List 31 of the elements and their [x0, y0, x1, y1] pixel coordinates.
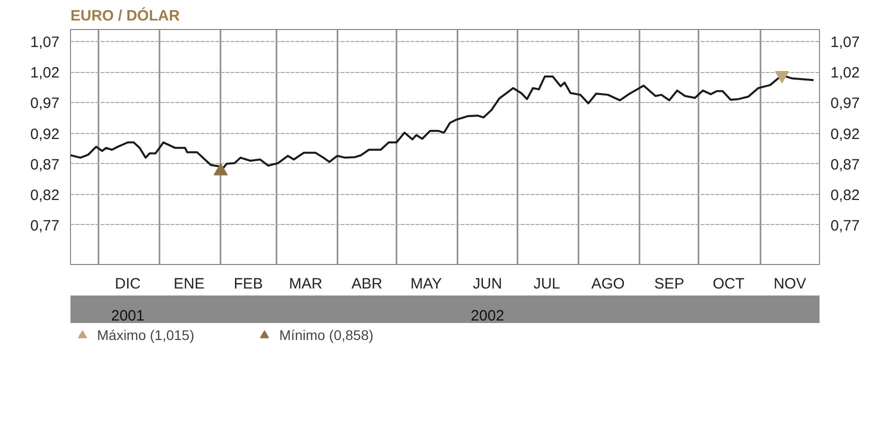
x-tick-label: ABR — [352, 276, 383, 292]
legend-label: Mínimo (0,858) — [279, 327, 374, 343]
y-tick-label: 1,02 — [30, 64, 60, 82]
y-tick-label: 0,97 — [30, 95, 60, 112]
x-tick-label: NOV — [774, 276, 806, 292]
y2-tick-label: 0,82 — [830, 186, 860, 204]
y2-tick-label: 0,97 — [830, 95, 860, 112]
x-tick-label: MAR — [289, 276, 323, 292]
x-tick-label: MAY — [410, 276, 442, 292]
x-tick-label: SEP — [654, 276, 684, 292]
x2-tick-label: 2002 — [470, 308, 504, 324]
x-tick-label: DIC — [114, 276, 141, 292]
y2-tick-label: 1,02 — [830, 64, 860, 82]
y-tick-label: 0,87 — [30, 156, 60, 174]
x2-tick-label: 2001 — [111, 308, 144, 324]
y2-tick-label: 0,87 — [830, 156, 860, 174]
x-tick-label: JUN — [472, 276, 502, 292]
y-tick-label: 0,92 — [30, 126, 60, 143]
chart-title: EURO / DÓLAR — [70, 6, 180, 24]
y-tick-label: 0,77 — [30, 217, 60, 234]
y2-tick-label: 0,92 — [830, 126, 860, 143]
x-tick-label: OCT — [712, 276, 744, 292]
x-tick-label: FEB — [234, 276, 263, 292]
x-tick-label: AGO — [591, 276, 625, 292]
y2-tick-label: 0,77 — [830, 217, 860, 234]
y-tick-label: 0,82 — [30, 186, 60, 204]
x-tick-label: ENE — [174, 276, 204, 292]
y-tick-label: 1,07 — [30, 34, 60, 52]
x-tick-label: JUL — [533, 276, 560, 292]
y2-tick-label: 1,07 — [830, 34, 860, 52]
legend-label: Máximo (1,015) — [97, 327, 194, 343]
